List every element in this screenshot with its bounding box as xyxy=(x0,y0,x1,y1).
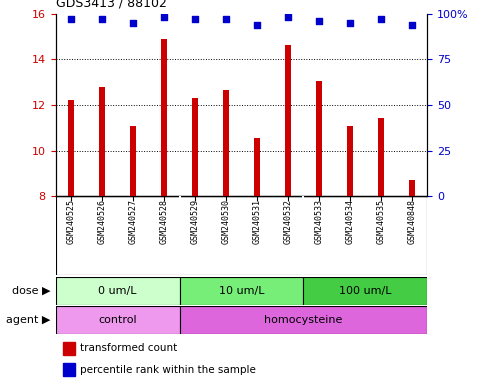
Text: GSM240529: GSM240529 xyxy=(190,199,199,243)
Point xyxy=(346,20,354,26)
Bar xyxy=(56,277,180,305)
Bar xyxy=(99,87,105,196)
Text: GSM240533: GSM240533 xyxy=(314,199,324,243)
Point xyxy=(377,16,385,22)
Bar xyxy=(130,126,136,196)
Point xyxy=(284,14,292,20)
Bar xyxy=(223,90,229,196)
Bar xyxy=(316,81,322,196)
Text: GDS3413 / 88102: GDS3413 / 88102 xyxy=(56,0,167,10)
Text: GSM240531: GSM240531 xyxy=(253,199,261,243)
Bar xyxy=(254,138,260,196)
Point xyxy=(129,20,137,26)
Text: control: control xyxy=(98,315,137,325)
Text: GSM240532: GSM240532 xyxy=(284,199,293,243)
Bar xyxy=(347,126,353,196)
Text: GSM240528: GSM240528 xyxy=(159,199,169,243)
Text: GSM240848: GSM240848 xyxy=(408,199,416,243)
Bar xyxy=(161,39,167,196)
Text: GSM240534: GSM240534 xyxy=(345,199,355,243)
Bar xyxy=(68,101,74,196)
Text: GSM240530: GSM240530 xyxy=(222,199,230,243)
Text: 100 um/L: 100 um/L xyxy=(339,286,392,296)
Bar xyxy=(303,277,427,305)
Point xyxy=(191,16,199,22)
Text: GSM240526: GSM240526 xyxy=(98,199,107,243)
Bar xyxy=(192,98,198,196)
Text: dose ▶: dose ▶ xyxy=(12,286,51,296)
Point xyxy=(160,14,168,20)
Point xyxy=(315,18,323,24)
Text: GSM240527: GSM240527 xyxy=(128,199,138,243)
Bar xyxy=(63,342,75,354)
Text: 0 um/L: 0 um/L xyxy=(98,286,137,296)
Bar xyxy=(180,306,427,334)
Text: transformed count: transformed count xyxy=(81,343,178,353)
Bar xyxy=(63,363,75,376)
Bar xyxy=(378,118,384,196)
Bar xyxy=(56,306,180,334)
Text: 10 um/L: 10 um/L xyxy=(219,286,264,296)
Bar xyxy=(180,277,303,305)
Point xyxy=(222,16,230,22)
Text: GSM240525: GSM240525 xyxy=(67,199,75,243)
Bar xyxy=(285,45,291,196)
Text: homocysteine: homocysteine xyxy=(264,315,342,325)
Point xyxy=(253,22,261,28)
Point xyxy=(67,16,75,22)
Point xyxy=(98,16,106,22)
Text: GSM240535: GSM240535 xyxy=(376,199,385,243)
Bar xyxy=(409,180,415,196)
Text: agent ▶: agent ▶ xyxy=(6,315,51,325)
Text: percentile rank within the sample: percentile rank within the sample xyxy=(81,364,256,374)
Point xyxy=(408,22,416,28)
